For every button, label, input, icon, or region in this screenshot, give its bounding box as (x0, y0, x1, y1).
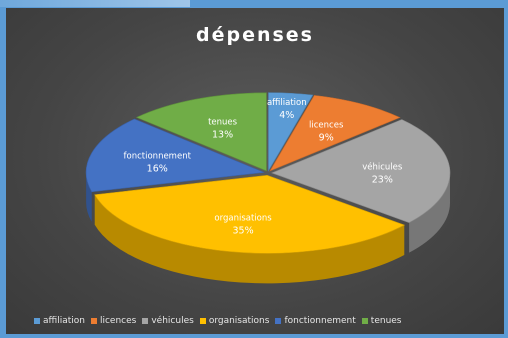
legend-swatch (142, 318, 149, 324)
chart-area: dépenses affiliation 4% licences 9% véhicule… (6, 8, 504, 334)
legend-swatch (34, 318, 40, 324)
legend-item-licences: licences (90, 316, 137, 326)
legend-swatch (90, 318, 97, 324)
slice-value-tenues: 13% (212, 129, 233, 140)
legend-swatch (275, 318, 282, 324)
slice-label-tenues: tenues (208, 117, 238, 127)
legend-label: véhicules (151, 316, 194, 326)
pie-slice-tenues[interactable] (135, 92, 267, 172)
slice-label-organisations: organisations (214, 214, 272, 224)
slice-label-affiliation: affiliation (267, 98, 307, 108)
pie-side-véhicules (409, 172, 450, 253)
pie-slice-affiliation[interactable] (268, 92, 314, 172)
legend-item-affiliation: affiliation (34, 316, 85, 326)
legend-label: tenues (370, 316, 402, 326)
slice-value-organisations: 35% (232, 226, 253, 237)
legend-item-véhicules: véhicules (142, 316, 194, 326)
slice-value-véhicules: 23% (372, 174, 393, 185)
legend-label: affiliation (43, 316, 85, 326)
legend-swatch (199, 318, 206, 324)
legend-item-fonctionnement: fonctionnement (275, 316, 356, 326)
legend-label: organisations (208, 316, 270, 326)
pie-slice-organisations[interactable] (94, 175, 406, 254)
legend-item-tenues: tenues (361, 316, 402, 326)
pie-slice-fonctionnement[interactable] (85, 118, 265, 193)
slice-label-licences: licences (309, 120, 344, 130)
pie-side-organisations (94, 194, 405, 284)
legend-swatch (361, 318, 368, 324)
pie-side-fonctionnement (86, 172, 92, 222)
pie-slice-licences[interactable] (269, 95, 401, 172)
pie-chart: affiliation 4% licences 9% véhicules 23% organ… (85, 92, 451, 284)
slice-value-affiliation: 4% (279, 110, 294, 121)
chart-legend: affiliation licences véhicules organisation… (34, 316, 504, 326)
slice-label-véhicules: véhicules (362, 161, 403, 172)
window-top-strip (0, 0, 190, 7)
chart-title: dépenses (195, 24, 314, 46)
slice-value-fonctionnement: 16% (147, 163, 168, 174)
legend-item-organisations: organisations (199, 316, 270, 326)
slice-value-licences: 9% (319, 132, 334, 143)
slice-label-fonctionnement: fonctionnement (124, 151, 192, 161)
legend-label: fonctionnement (284, 316, 356, 326)
legend-label: licences (99, 316, 137, 326)
pie-slice-véhicules[interactable] (271, 119, 451, 223)
